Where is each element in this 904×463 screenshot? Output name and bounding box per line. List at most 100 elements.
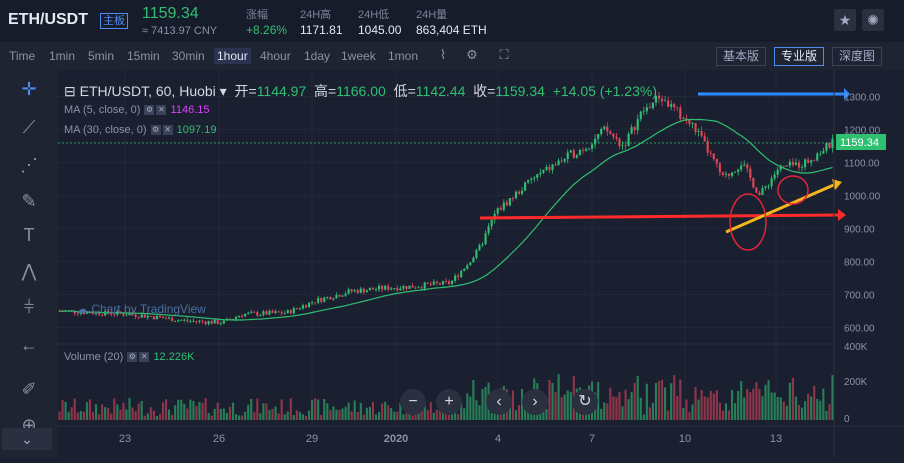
brush-icon[interactable]: ✎ bbox=[21, 191, 37, 211]
candle-body bbox=[101, 314, 104, 316]
candle-body bbox=[171, 317, 174, 322]
interval-15min[interactable]: 15min bbox=[127, 49, 160, 63]
price-axis-label: 900.00 bbox=[844, 225, 875, 236]
volume-bar bbox=[177, 399, 180, 420]
text-tool-icon[interactable]: T bbox=[23, 225, 35, 245]
interval-1min[interactable]: 1min bbox=[49, 49, 76, 63]
candle-body bbox=[174, 321, 177, 322]
candle-body bbox=[183, 319, 186, 321]
interval-1day[interactable]: 1day bbox=[304, 49, 331, 63]
volume-bar bbox=[268, 409, 271, 420]
volume-bar bbox=[402, 414, 405, 420]
collapse-toolbar-button[interactable]: ⌄ bbox=[2, 428, 52, 450]
candle-body bbox=[457, 275, 460, 278]
pattern-icon[interactable]: ⋀ bbox=[21, 261, 37, 281]
time-axis-label: 10 bbox=[679, 433, 691, 445]
ma30-line bbox=[59, 118, 833, 321]
ma5-settings-icon[interactable]: ⚙ bbox=[144, 105, 155, 116]
interval-1week[interactable]: 1week bbox=[341, 49, 376, 63]
trend-arrow bbox=[725, 182, 837, 234]
volume-bar bbox=[706, 397, 709, 420]
ma30-legend[interactable]: MA (30, close, 0) ⚙ ✕ 1097.19 bbox=[64, 124, 216, 136]
star-icon[interactable]: ★ bbox=[834, 9, 856, 31]
chart-area[interactable]: 1300.00 1200.00 1100.00 1000.00 900.00 800.00… bbox=[58, 70, 904, 458]
candle-body bbox=[472, 257, 475, 263]
price-chart[interactable]: 1300.00 1200.00 1100.00 1000.00 900.00 800.00… bbox=[58, 70, 904, 458]
ma30-close-icon[interactable]: ✕ bbox=[162, 125, 173, 136]
candle-body bbox=[405, 286, 408, 289]
candle-body bbox=[810, 160, 813, 163]
reset-chart-button[interactable]: ↻ bbox=[572, 389, 598, 415]
volume-bar bbox=[557, 374, 560, 420]
volume-close-icon[interactable]: ✕ bbox=[139, 352, 150, 363]
volume-bar bbox=[758, 389, 761, 420]
back-arrow-icon[interactable]: ← bbox=[20, 335, 38, 355]
candle-body bbox=[709, 152, 712, 154]
ma5-legend[interactable]: MA (5, close, 0) ⚙ ✕ 1146.15 bbox=[64, 104, 210, 116]
trendline-icon[interactable]: ⟋ bbox=[22, 117, 36, 137]
candle-body bbox=[712, 153, 715, 160]
interval-1hour[interactable]: 1hour bbox=[214, 48, 251, 64]
ruler-icon[interactable]: ✐ bbox=[21, 379, 37, 399]
crosshair-icon[interactable]: ✛ bbox=[21, 79, 37, 99]
legend-collapse-icon[interactable]: ⊟ bbox=[64, 83, 76, 99]
legend-title[interactable]: ETH/USDT, 60, Huobi bbox=[79, 83, 216, 99]
pitchfork-icon[interactable]: ⋰ bbox=[20, 155, 38, 175]
candle-body bbox=[451, 280, 454, 285]
volume-bar bbox=[724, 403, 728, 420]
scroll-left-button[interactable]: ‹ bbox=[486, 389, 512, 415]
candle-body bbox=[98, 312, 101, 315]
candle-body bbox=[244, 313, 247, 317]
volume-bar bbox=[344, 406, 347, 420]
volume-bar bbox=[411, 415, 414, 420]
interval-time[interactable]: Time bbox=[9, 49, 36, 63]
volume-bar bbox=[301, 414, 305, 420]
volume-axis-label: 400K bbox=[844, 342, 868, 353]
volume-bar bbox=[113, 398, 116, 420]
candle-body bbox=[210, 321, 213, 324]
volume-bar bbox=[73, 398, 76, 420]
candle-body bbox=[146, 315, 149, 318]
zoom-in-button[interactable]: + bbox=[436, 389, 462, 415]
settings-icon[interactable]: ✺ bbox=[862, 9, 884, 31]
candle-body bbox=[688, 119, 691, 124]
chart-settings-icon[interactable]: ⚙ bbox=[466, 47, 478, 62]
volume-bar bbox=[374, 414, 378, 420]
interval-30min[interactable]: 30min bbox=[172, 49, 205, 63]
volume-bar bbox=[788, 382, 791, 420]
interval-1mon[interactable]: 1mon bbox=[388, 49, 419, 63]
interval-5min[interactable]: 5min bbox=[88, 49, 115, 63]
volume-settings-icon[interactable]: ⚙ bbox=[127, 352, 138, 363]
mode-basic-button[interactable]: 基本版 bbox=[716, 47, 767, 66]
interval-4hour[interactable]: 4hour bbox=[260, 49, 291, 63]
current-price-tag-label: 1159.34 bbox=[840, 137, 879, 149]
mode-pro-button[interactable]: 专业版 bbox=[774, 47, 825, 66]
measure-icon[interactable]: ⫩ bbox=[23, 297, 35, 317]
volume-legend[interactable]: Volume (20) ⚙ ✕ 12.226K bbox=[64, 351, 194, 363]
ma30-settings-icon[interactable]: ⚙ bbox=[150, 125, 161, 136]
volume-bar bbox=[746, 389, 749, 420]
volume-bar bbox=[779, 397, 782, 420]
mode-depth-button[interactable]: 深度图 bbox=[832, 47, 883, 66]
zoom-out-button[interactable]: − bbox=[400, 389, 426, 415]
volume-bar bbox=[441, 410, 445, 420]
indicator-icon[interactable]: ⌇ bbox=[439, 47, 447, 62]
volume-axis-label: 200K bbox=[844, 377, 868, 388]
candle-body bbox=[660, 98, 664, 102]
candle-body bbox=[572, 150, 575, 158]
candle-body bbox=[301, 305, 305, 309]
volume-bar bbox=[569, 391, 572, 420]
tradingview-logo-icon: ☁ bbox=[76, 302, 88, 316]
price-axis-label: 600.00 bbox=[844, 324, 875, 335]
fullscreen-icon[interactable]: ⛶ bbox=[499, 47, 509, 62]
scroll-right-button[interactable]: › bbox=[522, 389, 548, 415]
volume-bar bbox=[554, 392, 557, 420]
candle-body bbox=[536, 174, 539, 178]
candle-body bbox=[332, 298, 335, 300]
candle-body bbox=[384, 285, 387, 290]
ma5-close-icon[interactable]: ✕ bbox=[156, 105, 167, 116]
candle-body bbox=[606, 126, 609, 132]
candle-body bbox=[490, 219, 493, 227]
candle-body bbox=[140, 314, 143, 318]
volume-bar bbox=[426, 410, 429, 420]
